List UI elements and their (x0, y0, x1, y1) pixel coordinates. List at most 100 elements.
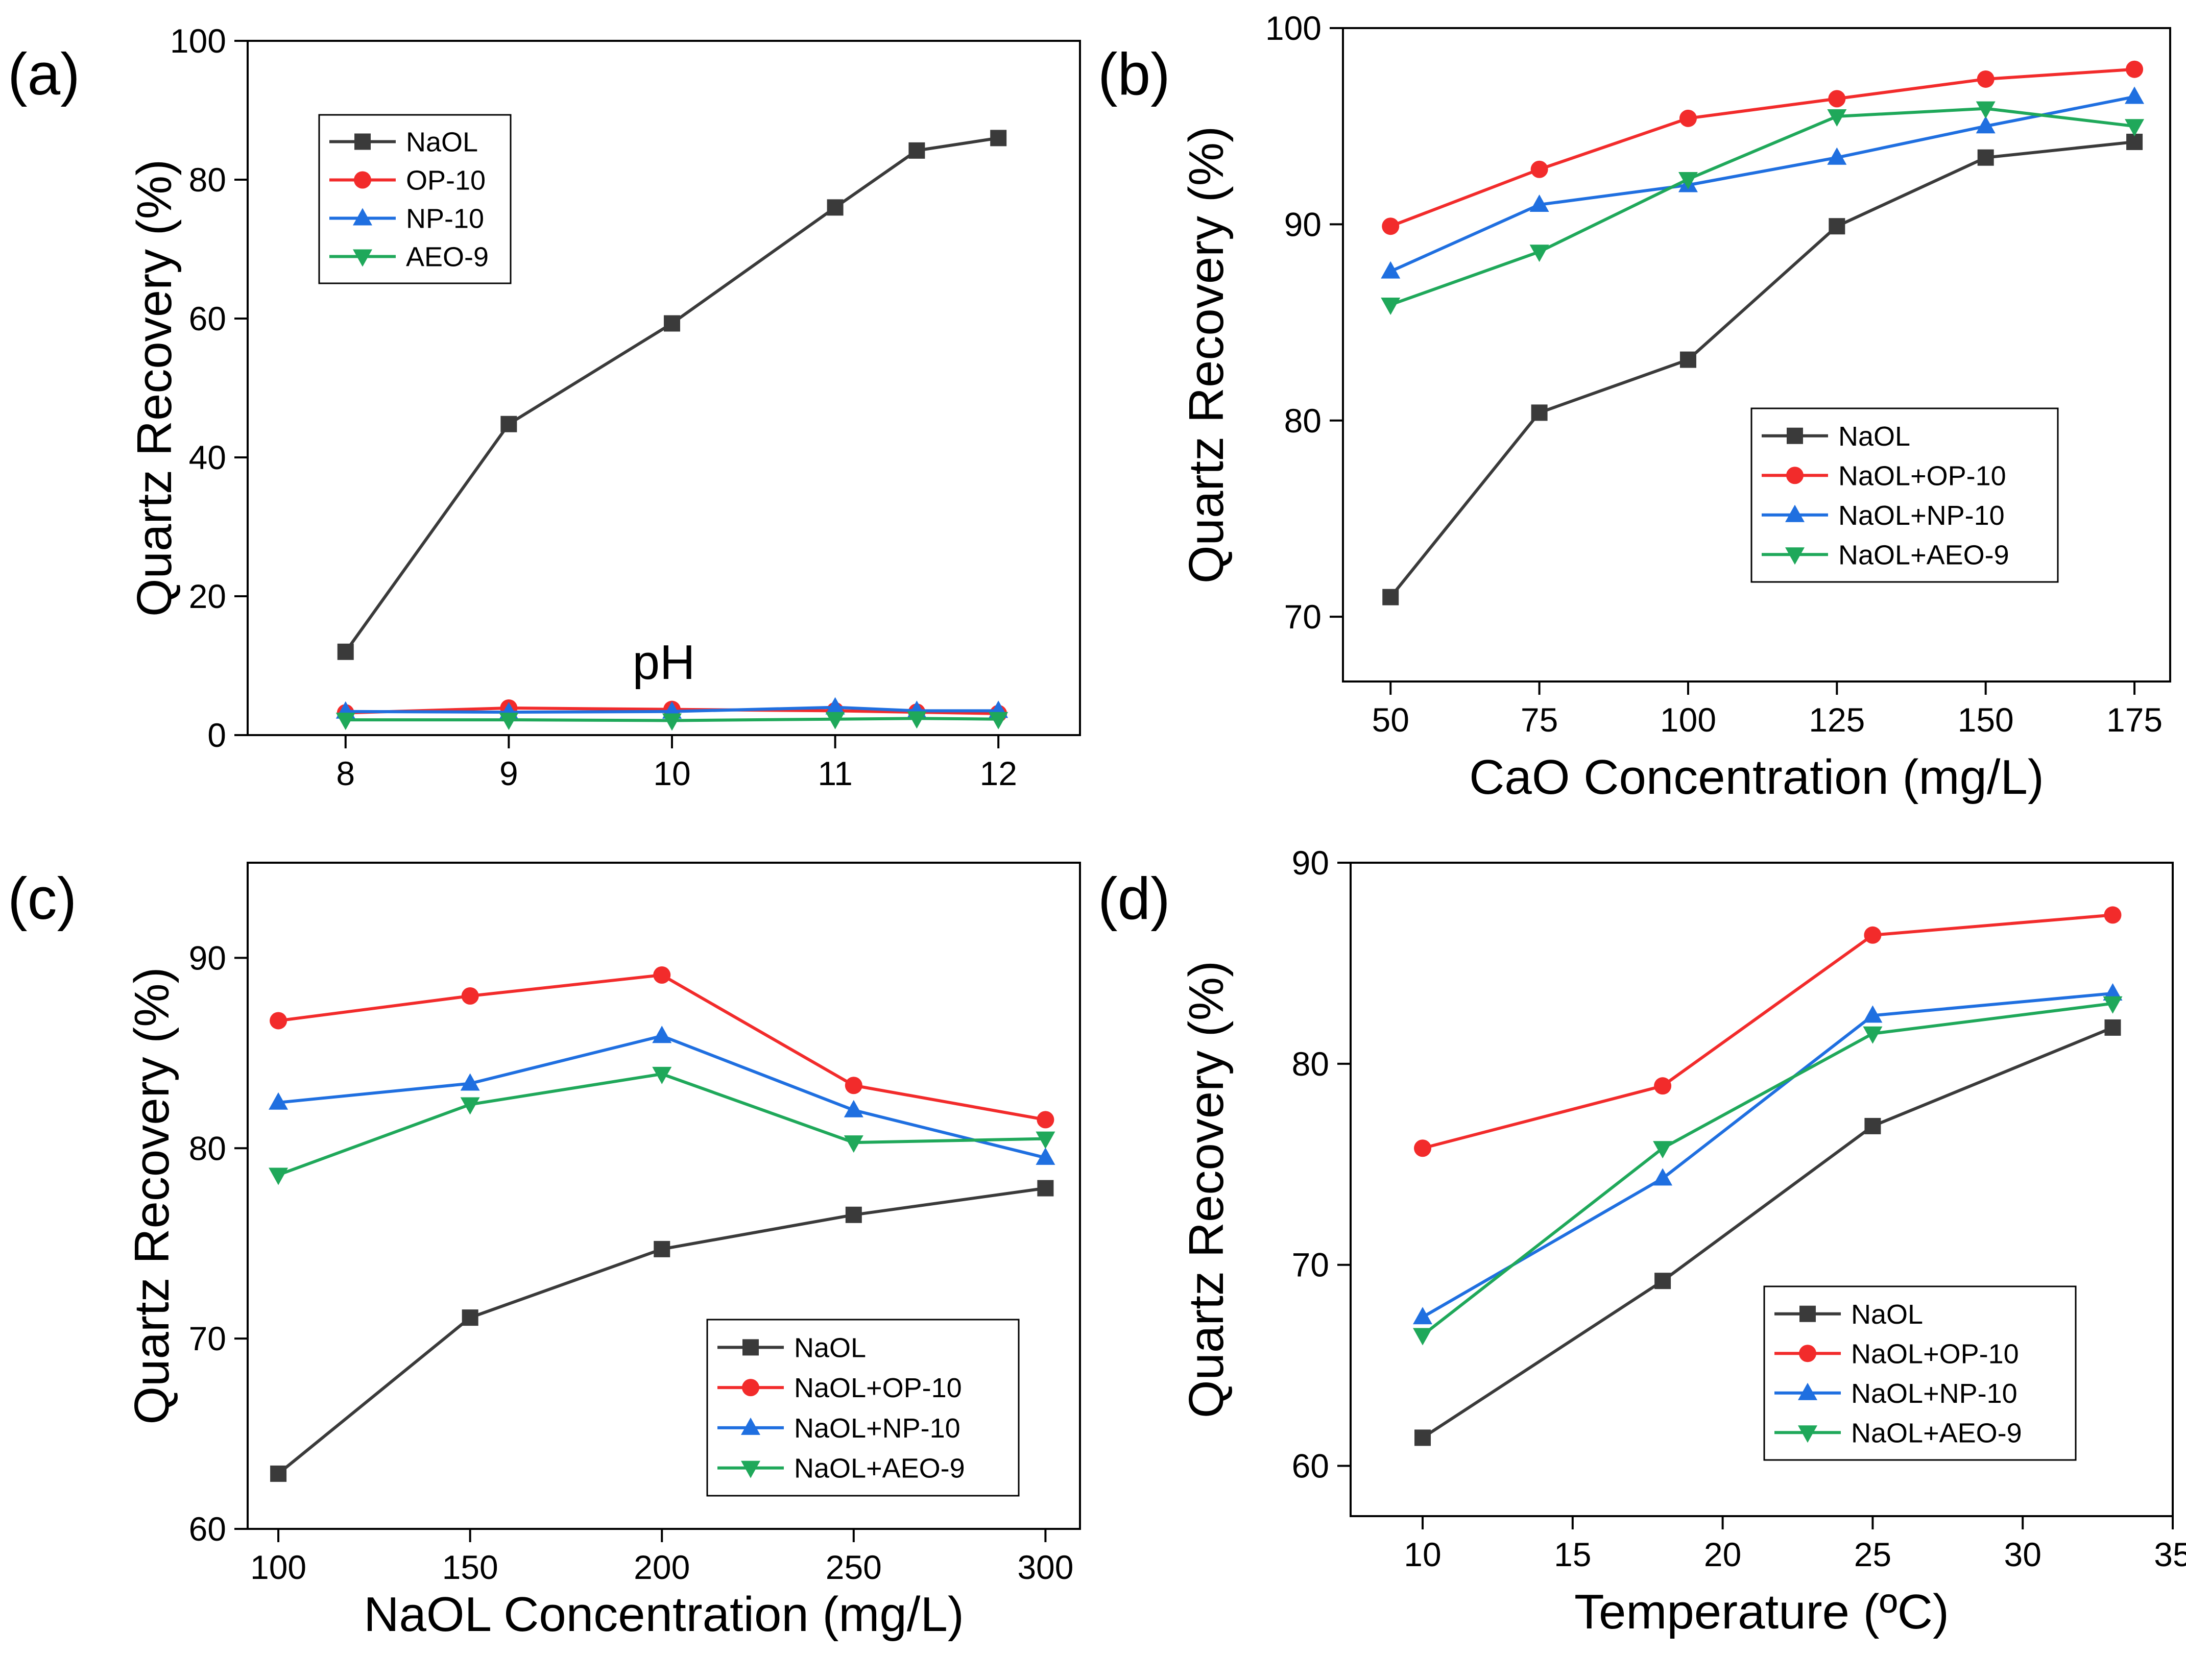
series-line (1422, 1026, 2113, 1439)
y-tick-label: 80 (1292, 1045, 1329, 1083)
y-tick-label: 20 (189, 577, 226, 615)
data-point (1976, 101, 1996, 119)
data-point (335, 713, 355, 731)
data-point (663, 315, 680, 332)
x-axis-title: Temperature (ºC) (1574, 1585, 1949, 1639)
x-tick-label: 300 (1017, 1548, 1073, 1586)
data-point (270, 1012, 287, 1030)
data-point (1530, 160, 1548, 178)
legend-marker (353, 249, 372, 267)
legend-marker (1799, 1305, 1816, 1322)
data-point (1863, 1005, 1883, 1023)
legend-aeo9: NaOL+AEO-9 (1774, 1418, 2022, 1448)
data-point (1531, 404, 1548, 421)
series-naol-np-10 (1413, 983, 2123, 1325)
x-tick-label: 250 (826, 1548, 882, 1586)
data-point (1829, 218, 1845, 235)
legend-label: NaOL (794, 1332, 866, 1363)
series-naol (337, 130, 1007, 660)
legend-label: NaOL+OP-10 (1838, 460, 2006, 491)
data-point (269, 1092, 289, 1110)
x-tick-label: 50 (1372, 701, 1409, 739)
data-point (990, 130, 1007, 147)
series-line (1390, 67, 2135, 228)
y-tick-label: 60 (1292, 1447, 1329, 1485)
x-tick-label: 10 (1404, 1536, 1441, 1573)
x-tick-label: 12 (979, 754, 1017, 792)
legend-aeo9: AEO-9 (329, 242, 489, 273)
data-point (1529, 194, 1549, 212)
panel-b: (b) 50 75 100 125 150 175 70 80 90 100 CaO Concentr… (1098, 9, 2171, 805)
plot-frame (247, 862, 1081, 1530)
series-naol-op-10 (1414, 906, 2122, 1157)
data-point (500, 416, 517, 432)
data-point (1678, 172, 1698, 189)
data-point (907, 711, 927, 729)
x-tick-label: 175 (2106, 701, 2163, 739)
legend-label: NaOL+NP-10 (1838, 500, 2005, 531)
series-naol-aeo-9 (1381, 101, 2145, 315)
data-point (2104, 906, 2122, 924)
data-point (2103, 983, 2123, 1001)
panel-label: (b) (1098, 41, 1170, 107)
data-point (652, 1026, 672, 1043)
data-point (460, 1073, 480, 1091)
data-point (1413, 1328, 1433, 1346)
x-tick-label: 30 (2004, 1536, 2041, 1573)
data-point (2126, 60, 2144, 78)
legend-marker (1798, 1425, 1817, 1443)
y-tick-label: 90 (1284, 205, 1322, 243)
data-point (1679, 109, 1697, 127)
y-tick-label: 100 (1265, 9, 1322, 47)
series-line (1389, 140, 2135, 598)
legend-aeo9: NaOL+AEO-9 (717, 1453, 965, 1484)
series-line (1422, 992, 2113, 1319)
y-tick-label: 70 (189, 1320, 226, 1357)
legend-marker (1785, 504, 1805, 522)
data-point (2103, 996, 2123, 1014)
x-axis-title: NaOL Concentration (mg/L) (364, 1587, 964, 1642)
series-line (1390, 107, 2135, 306)
legend-label: NaOL+OP-10 (794, 1373, 962, 1403)
data-point (1037, 1111, 1054, 1129)
data-point (1413, 1307, 1433, 1325)
data-point (461, 987, 479, 1005)
data-point (270, 1465, 287, 1482)
legend-marker (354, 133, 371, 150)
data-point (1654, 1077, 1672, 1095)
data-point (1036, 1131, 1055, 1149)
legend-label: NaOL+NP-10 (1851, 1378, 2017, 1409)
x-tick-label: 35 (2154, 1536, 2186, 1573)
data-point (652, 1066, 672, 1084)
legend-label: OP-10 (406, 165, 486, 196)
legend-label: NaOL+OP-10 (1851, 1338, 2019, 1369)
series-naol-np-10 (269, 1026, 1055, 1165)
panel-c: (c) 100 150 200 250 300 60 70 80 90 NaOL Concentra… (8, 862, 1081, 1642)
legend-naol: NaOL (329, 127, 478, 158)
data-point (1977, 149, 1994, 166)
legend-label: NaOL (1838, 421, 1910, 452)
series-line (1422, 913, 2113, 1150)
x-tick-label: 100 (1660, 701, 1716, 739)
legend-label: NaOL (1851, 1299, 1923, 1330)
series-line (278, 973, 1046, 1122)
legend-marker (742, 1379, 759, 1397)
legend-marker (1798, 1382, 1817, 1400)
data-point (845, 1206, 862, 1223)
x-tick-label: 150 (442, 1548, 498, 1586)
plot-frame (1350, 862, 2174, 1517)
x-tick-label: 20 (1704, 1536, 1741, 1573)
x-axis-title: pH (633, 635, 695, 690)
data-point (1653, 1168, 1673, 1186)
data-point (825, 712, 845, 729)
data-point (825, 697, 845, 715)
legend: NaOL NaOL+OP-10 NaOL+NP-10 NaOL+AEO-9 (1763, 1285, 2077, 1461)
x-axis-title: CaO Concentration (mg/L) (1469, 750, 2044, 805)
data-point (460, 1097, 480, 1115)
data-point (1864, 1117, 1881, 1134)
data-point (1037, 1180, 1054, 1197)
legend-np10: NaOL+NP-10 (1774, 1378, 2017, 1409)
data-point (653, 966, 671, 984)
legend-marker (1787, 427, 1803, 444)
data-point (845, 1077, 862, 1094)
